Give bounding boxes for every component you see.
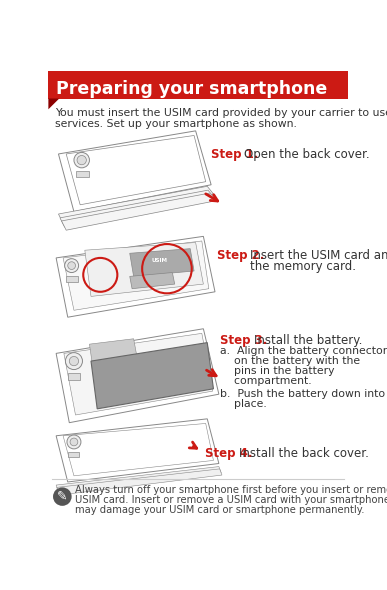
Polygon shape (57, 469, 222, 495)
Polygon shape (130, 273, 175, 289)
Polygon shape (64, 333, 213, 415)
Text: Open the back cover.: Open the back cover. (244, 148, 369, 161)
Text: Insert the USIM card and: Insert the USIM card and (250, 250, 387, 263)
Polygon shape (60, 190, 214, 227)
Text: pins in the battery: pins in the battery (221, 366, 335, 376)
Circle shape (77, 156, 86, 165)
Circle shape (68, 262, 75, 270)
Polygon shape (58, 131, 211, 212)
Text: Always turn off your smartphone first before you insert or remove a: Always turn off your smartphone first be… (75, 485, 387, 495)
Text: Step 3.: Step 3. (221, 334, 268, 347)
Text: ✎: ✎ (57, 490, 68, 503)
Text: Install the back cover.: Install the back cover. (239, 447, 369, 460)
Text: Step 4.: Step 4. (205, 447, 252, 460)
Polygon shape (56, 329, 219, 422)
Text: USIM card. Insert or remove a USIM card with your smartphone on: USIM card. Insert or remove a USIM card … (75, 495, 387, 505)
Polygon shape (56, 419, 219, 482)
Text: services. Set up your smartphone as shown.: services. Set up your smartphone as show… (55, 119, 296, 129)
Text: Step 1.: Step 1. (211, 148, 259, 161)
Polygon shape (91, 343, 214, 409)
Text: may damage your USIM card or smartphone permanently.: may damage your USIM card or smartphone … (75, 505, 364, 515)
Polygon shape (85, 242, 204, 296)
Polygon shape (130, 248, 194, 276)
Circle shape (74, 152, 89, 168)
Text: You must insert the USIM card provided by your carrier to use cellular: You must insert the USIM card provided b… (55, 108, 387, 118)
FancyBboxPatch shape (68, 452, 79, 457)
Polygon shape (48, 99, 59, 109)
Circle shape (53, 487, 72, 506)
Circle shape (65, 258, 79, 273)
Circle shape (65, 353, 82, 369)
Text: the memory card.: the memory card. (250, 260, 356, 273)
Polygon shape (63, 241, 209, 310)
Polygon shape (56, 467, 221, 493)
Circle shape (69, 356, 79, 366)
Polygon shape (62, 194, 215, 230)
Circle shape (70, 438, 78, 446)
FancyBboxPatch shape (48, 71, 348, 99)
Polygon shape (56, 237, 215, 317)
Polygon shape (58, 186, 214, 223)
Text: place.: place. (221, 399, 267, 409)
Text: USIM: USIM (151, 258, 167, 264)
FancyBboxPatch shape (66, 276, 78, 282)
Text: Install the battery.: Install the battery. (254, 334, 362, 347)
Text: a.  Align the battery connectors: a. Align the battery connectors (221, 346, 387, 356)
FancyBboxPatch shape (75, 171, 89, 177)
Text: b.  Push the battery down into: b. Push the battery down into (221, 389, 385, 399)
FancyBboxPatch shape (68, 373, 80, 379)
Polygon shape (89, 339, 137, 366)
Text: Preparing your smartphone: Preparing your smartphone (56, 80, 327, 97)
Text: Step 2.: Step 2. (217, 250, 265, 263)
Text: on the battery with the: on the battery with the (221, 356, 361, 366)
Text: compartment.: compartment. (221, 376, 312, 386)
Circle shape (67, 435, 81, 449)
